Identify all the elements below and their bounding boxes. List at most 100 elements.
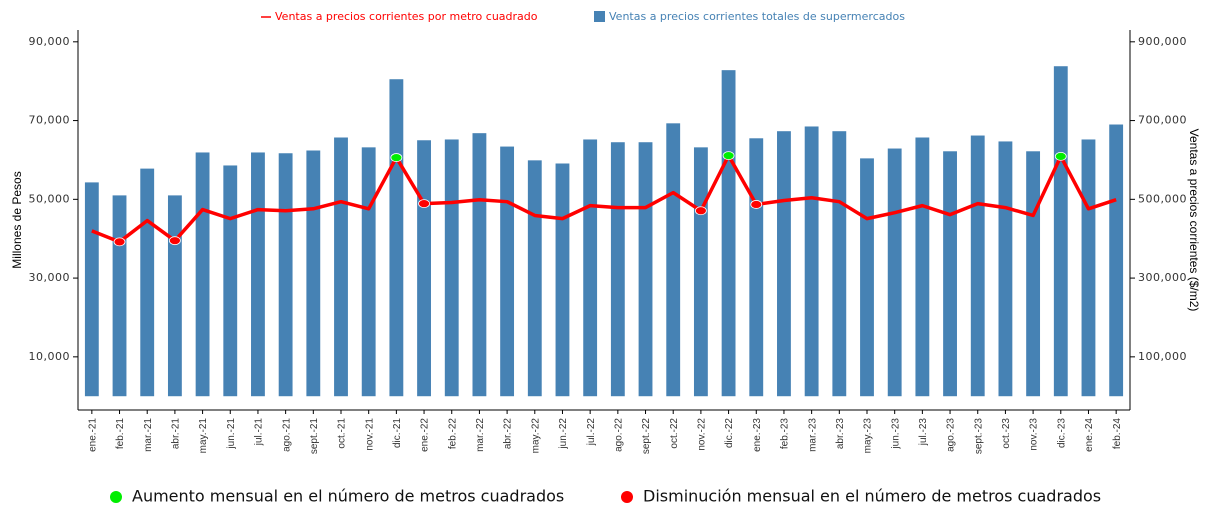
x-tick-label: may.-22 <box>530 418 541 454</box>
bar <box>444 139 459 397</box>
x-tick-label: ago.-21 <box>281 418 292 452</box>
x-tick-label: jun.-21 <box>226 418 237 450</box>
x-tick-label: jul.-23 <box>918 418 929 447</box>
bar <box>278 153 293 397</box>
y2-tick-label: 500,000 <box>1138 192 1187 205</box>
x-tick-label: nov.-21 <box>364 418 375 451</box>
bar <box>195 152 210 397</box>
x-tick-label: may.-23 <box>863 418 874 454</box>
bar <box>1081 139 1096 397</box>
y-tick-label: 30,000 <box>29 271 71 284</box>
x-tick-label: ene.-23 <box>752 418 763 452</box>
y2-tick-label: 300,000 <box>1138 271 1187 284</box>
x-tick-label: mar.-21 <box>143 418 154 452</box>
bar <box>1109 124 1124 397</box>
point-marker <box>168 236 181 246</box>
y-tick-label: 90,000 <box>29 35 71 48</box>
bar <box>638 142 653 397</box>
bar <box>1026 151 1041 397</box>
x-tick-label: abr.-22 <box>503 418 514 450</box>
x-tick-label: abr.-21 <box>171 418 182 450</box>
bar <box>915 137 930 397</box>
bar <box>998 141 1013 397</box>
point-marker <box>722 151 735 161</box>
x-tick-label: abr.-23 <box>835 418 846 450</box>
y2-axis-title: Ventas a precios corrientes ($/m2) <box>1187 129 1201 312</box>
x-tick-label: ago.-23 <box>946 418 957 452</box>
bar <box>721 70 736 397</box>
x-tick-label: jun.-22 <box>558 418 569 450</box>
bar <box>361 147 376 397</box>
x-tick-label: ago.-22 <box>613 418 624 452</box>
bar <box>306 150 321 397</box>
y-tick-label: 70,000 <box>29 114 71 127</box>
x-tick-label: may.-21 <box>198 418 209 454</box>
bar <box>555 163 570 397</box>
legend-marker <box>621 491 633 503</box>
point-marker <box>113 237 126 247</box>
bar <box>666 123 681 397</box>
x-tick-label: nov.-22 <box>697 418 708 451</box>
bar <box>112 195 127 397</box>
x-tick-label: sept.-22 <box>641 418 652 455</box>
bar <box>389 79 404 397</box>
legend-label: Disminución mensual en el número de metr… <box>643 487 1101 506</box>
x-tick-label: ene.-21 <box>87 418 98 452</box>
bar <box>583 139 598 397</box>
x-tick-label: sept.-21 <box>309 418 320 455</box>
point-marker <box>694 206 707 216</box>
x-tick-label: jul.-21 <box>254 418 265 447</box>
y-tick-label: 10,000 <box>29 350 71 363</box>
legend-marker <box>110 491 122 503</box>
bar <box>860 158 874 397</box>
bar <box>223 165 238 397</box>
bar <box>693 147 708 397</box>
x-tick-label: dic.-21 <box>392 418 403 448</box>
bar <box>334 137 348 397</box>
bar <box>610 142 625 397</box>
x-tick-label: jul.-22 <box>586 418 597 447</box>
legend-label: Ventas a precios corrientes por metro cu… <box>275 10 538 23</box>
bar <box>417 140 431 397</box>
x-tick-label: feb.-21 <box>115 418 126 450</box>
x-tick-label: ene.-22 <box>420 418 431 452</box>
x-tick-label: oct.-21 <box>337 418 348 449</box>
bar <box>251 152 265 397</box>
point-marker <box>418 199 430 209</box>
bar <box>167 195 182 397</box>
legend-swatch <box>594 11 605 22</box>
legend-label: Ventas a precios corrientes totales de s… <box>609 10 905 23</box>
x-tick-label: mar.-23 <box>807 418 818 452</box>
bar <box>472 133 487 397</box>
x-tick-label: feb.-23 <box>780 418 791 450</box>
x-tick-label: oct.-22 <box>669 418 680 449</box>
x-tick-label: feb.-24 <box>1112 418 1123 450</box>
bar <box>84 182 99 397</box>
bar <box>1053 66 1068 397</box>
x-tick-label: oct.-23 <box>1001 418 1012 449</box>
bar <box>804 126 819 397</box>
x-tick-label: dic.-22 <box>724 418 735 448</box>
x-tick-label: jun.-23 <box>890 418 901 450</box>
line <box>91 153 1117 244</box>
bar <box>500 146 515 397</box>
bar <box>832 131 847 397</box>
bar <box>943 151 957 397</box>
y-axis-title: Millones de Pesos <box>10 171 24 268</box>
y-tick-label: 50,000 <box>29 192 71 205</box>
bar <box>887 148 902 397</box>
y2-tick-label: 700,000 <box>1138 114 1187 127</box>
y2-tick-label: 900,000 <box>1138 35 1187 48</box>
point-marker <box>390 153 403 162</box>
x-tick-label: mar.-22 <box>475 418 486 452</box>
bar <box>140 168 155 397</box>
x-tick-label: ene.-24 <box>1084 418 1095 452</box>
x-tick-label: feb.-22 <box>447 418 458 450</box>
x-tick-label: sept.-23 <box>973 418 984 455</box>
point-marker <box>1054 152 1067 161</box>
y2-tick-label: 100,000 <box>1138 350 1187 363</box>
x-tick-label: nov.-23 <box>1029 418 1040 451</box>
bar <box>527 160 542 397</box>
x-tick-label: dic.-23 <box>1056 418 1067 448</box>
